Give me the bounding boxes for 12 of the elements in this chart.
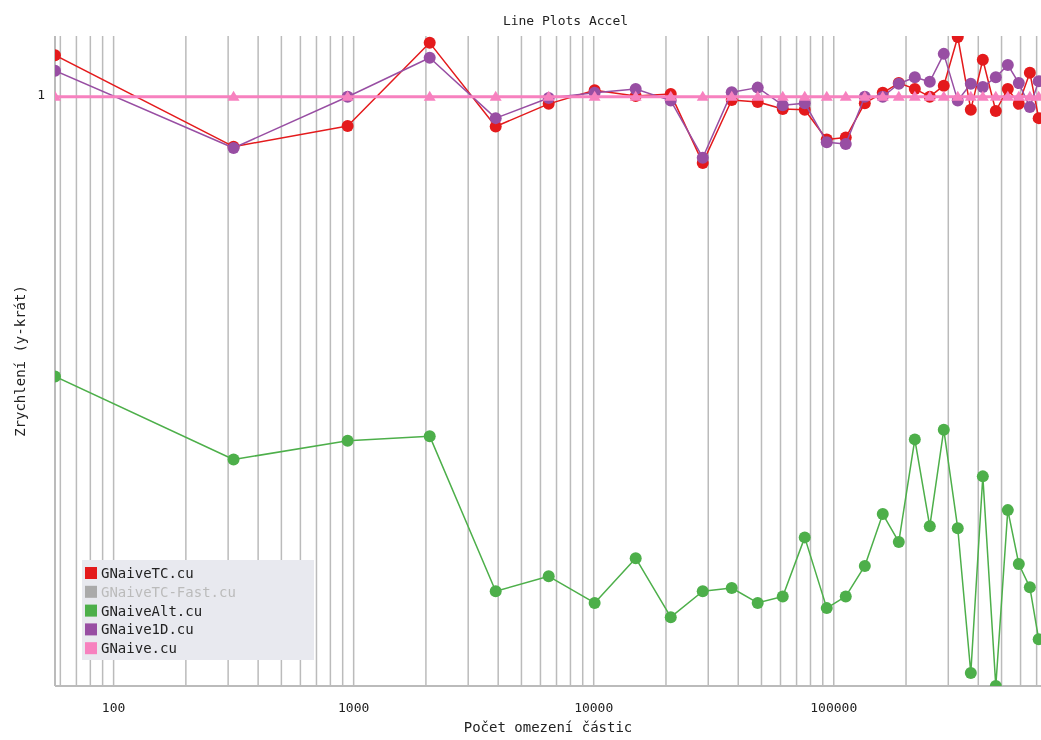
chart-title: Line Plots Accel (502, 13, 629, 28)
y-axis-title: Zrychlení (y-krát) (12, 285, 28, 437)
legend-label: GNaiveTC.cu (101, 565, 194, 581)
x-tick-label: 100 (101, 700, 126, 715)
legend-label: GNaiveAlt.cu (101, 602, 203, 619)
text: 1 (37, 87, 45, 102)
x-tick-label: 10000 (574, 700, 614, 715)
legend-label: GNaive1D.cu (101, 621, 194, 638)
x-axis-title: Počet omezení částic (463, 719, 633, 735)
legend-label: GNaive.cu (101, 640, 177, 657)
x-tick-label: 100000 (810, 700, 858, 715)
x-tick-label: 1000 (338, 700, 370, 715)
